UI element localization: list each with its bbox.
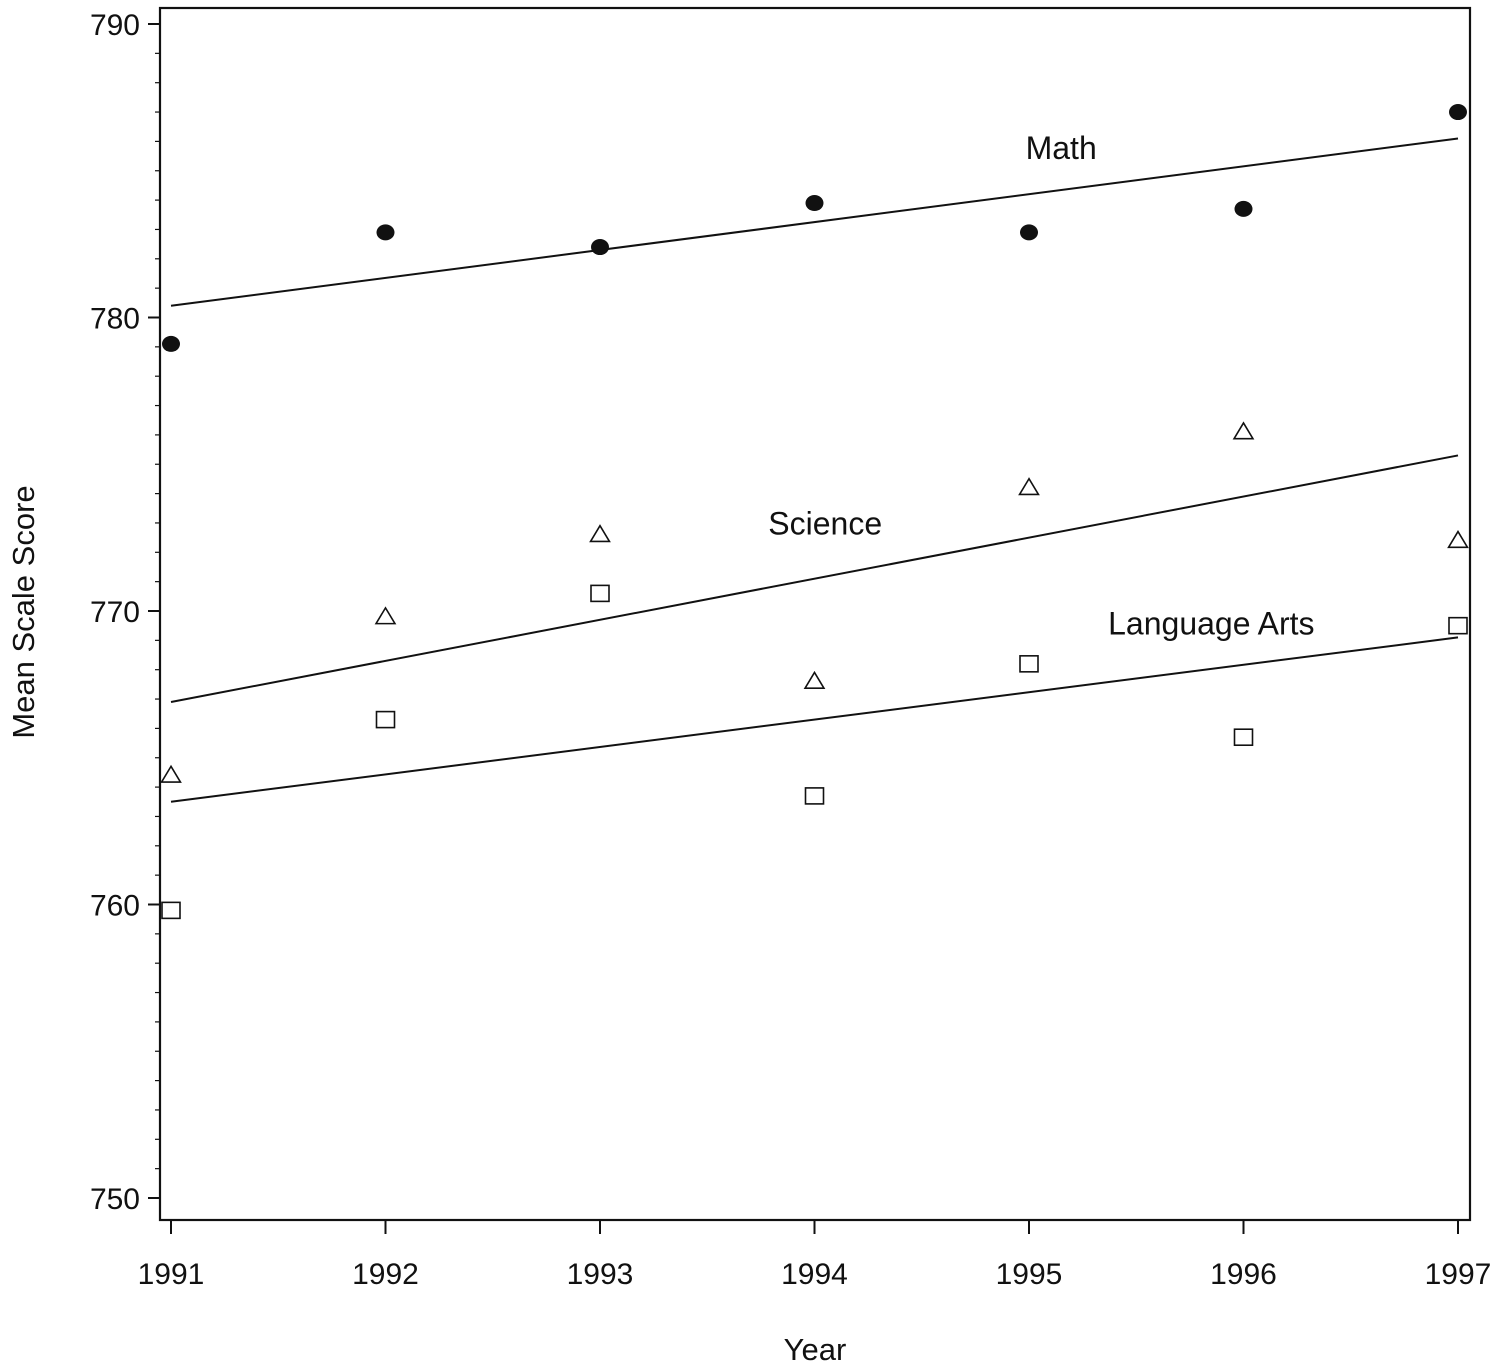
point-language-arts <box>375 710 396 729</box>
x-tick-label: 1996 <box>1210 1258 1277 1291</box>
point-language-arts <box>1019 655 1039 673</box>
x-tick-label: 1994 <box>781 1258 848 1291</box>
series-label-science: Science <box>768 506 882 542</box>
y-tick-label: 760 <box>90 890 140 923</box>
y-tick-label: 750 <box>90 1183 140 1216</box>
point-science <box>1447 530 1469 549</box>
trend-lines <box>170 137 1459 803</box>
point-language-arts <box>161 901 181 920</box>
point-language-arts <box>1233 728 1254 747</box>
trend-line-math <box>170 137 1459 307</box>
series-label-math: Math <box>1026 130 1097 166</box>
trend-line-language-arts <box>170 636 1459 803</box>
data-points <box>160 104 1469 920</box>
series-label-language-arts: Language Arts <box>1108 605 1314 641</box>
x-tick-label: 1995 <box>996 1258 1063 1291</box>
point-math <box>1449 104 1467 121</box>
point-language-arts <box>590 584 610 603</box>
point-math <box>805 195 824 212</box>
y-tick-label: 790 <box>90 9 140 42</box>
x-tick-label: 1991 <box>138 1258 205 1291</box>
point-science <box>1018 477 1040 496</box>
point-science <box>589 524 611 543</box>
point-math <box>591 239 609 256</box>
point-math <box>162 335 180 352</box>
point-math <box>1234 200 1253 217</box>
x-axis: 1991 1992 1993 1994 1995 1996 1997 <box>138 1220 1492 1291</box>
x-tick-label: 1993 <box>567 1258 634 1291</box>
x-tick-label: 1997 <box>1425 1258 1492 1291</box>
x-tick-label: 1992 <box>352 1258 419 1291</box>
y-tick-label: 770 <box>90 596 140 629</box>
point-math <box>376 224 395 241</box>
y-axis-title: Mean Scale Score <box>6 485 41 738</box>
point-science <box>374 606 397 625</box>
point-language-arts <box>1448 616 1468 635</box>
point-science <box>160 764 182 783</box>
y-axis: 750 760 770 780 790 <box>90 9 160 1216</box>
x-axis-title: Year <box>784 1332 847 1367</box>
point-math <box>1020 224 1038 241</box>
point-language-arts <box>804 787 825 805</box>
point-science <box>803 670 826 689</box>
y-tick-label: 780 <box>90 303 140 336</box>
point-science <box>1232 421 1255 440</box>
series-labels: Math Science Language Arts <box>768 130 1314 641</box>
trend-line-science <box>170 454 1459 703</box>
